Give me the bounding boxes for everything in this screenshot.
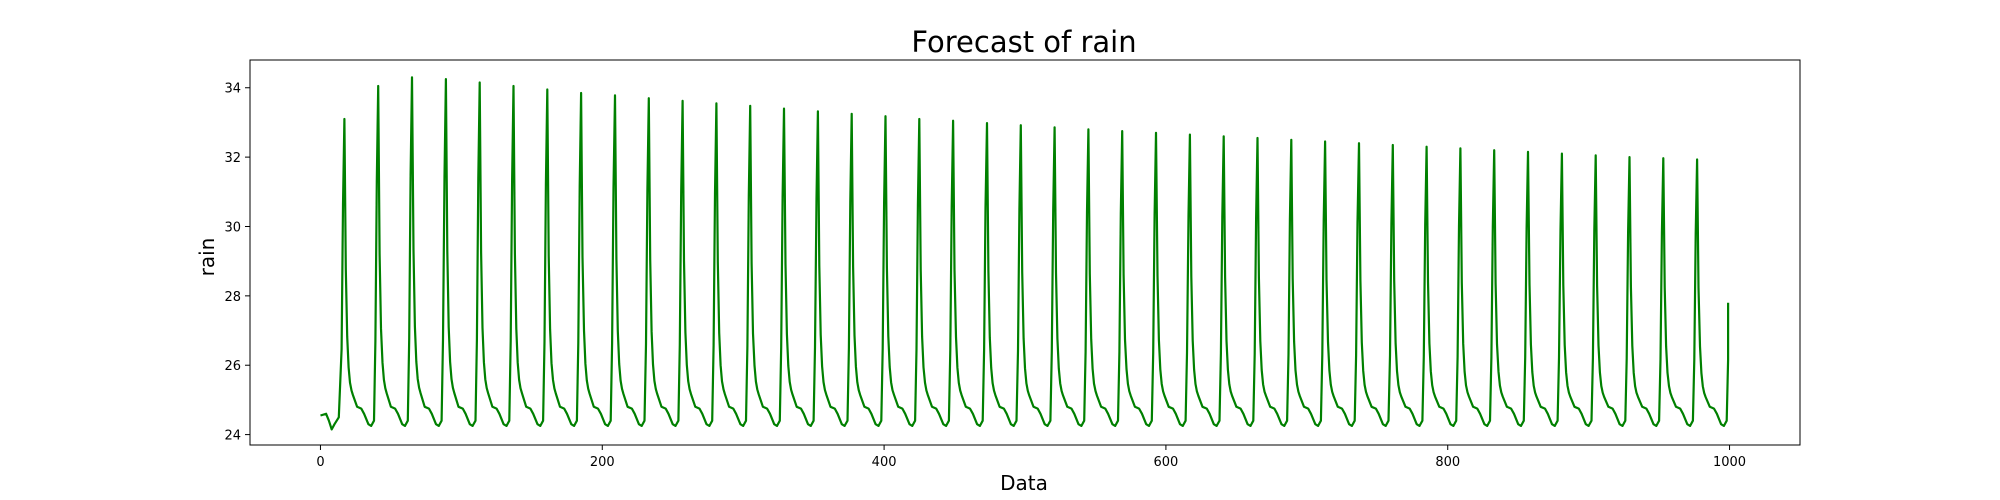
x-tick-label: 200 [590, 455, 615, 470]
y-tick-label: 28 [224, 290, 241, 305]
y-axis-ticks: 24 26 28 30 32 34 [224, 82, 250, 444]
y-axis-label: rain [195, 238, 219, 277]
series-line-rain [320, 76, 1730, 431]
x-axis-ticks: 0 200 400 600 800 1000 [316, 445, 1746, 470]
x-axis-label: Data [1000, 471, 1048, 495]
x-tick-label: 1000 [1713, 455, 1746, 470]
x-tick-label: 600 [1153, 455, 1178, 470]
x-tick-label: 400 [872, 455, 897, 470]
x-tick-label: 800 [1435, 455, 1460, 470]
chart-title: Forecast of rain [911, 25, 1136, 59]
y-tick-label: 32 [224, 151, 241, 166]
y-tick-label: 24 [224, 429, 241, 444]
plot-area [249, 59, 1801, 446]
axes-frame [249, 59, 1801, 446]
y-tick-label: 26 [224, 359, 241, 374]
y-tick-label: 30 [224, 220, 241, 235]
x-tick-label: 0 [316, 455, 324, 470]
y-tick-label: 34 [224, 82, 241, 97]
